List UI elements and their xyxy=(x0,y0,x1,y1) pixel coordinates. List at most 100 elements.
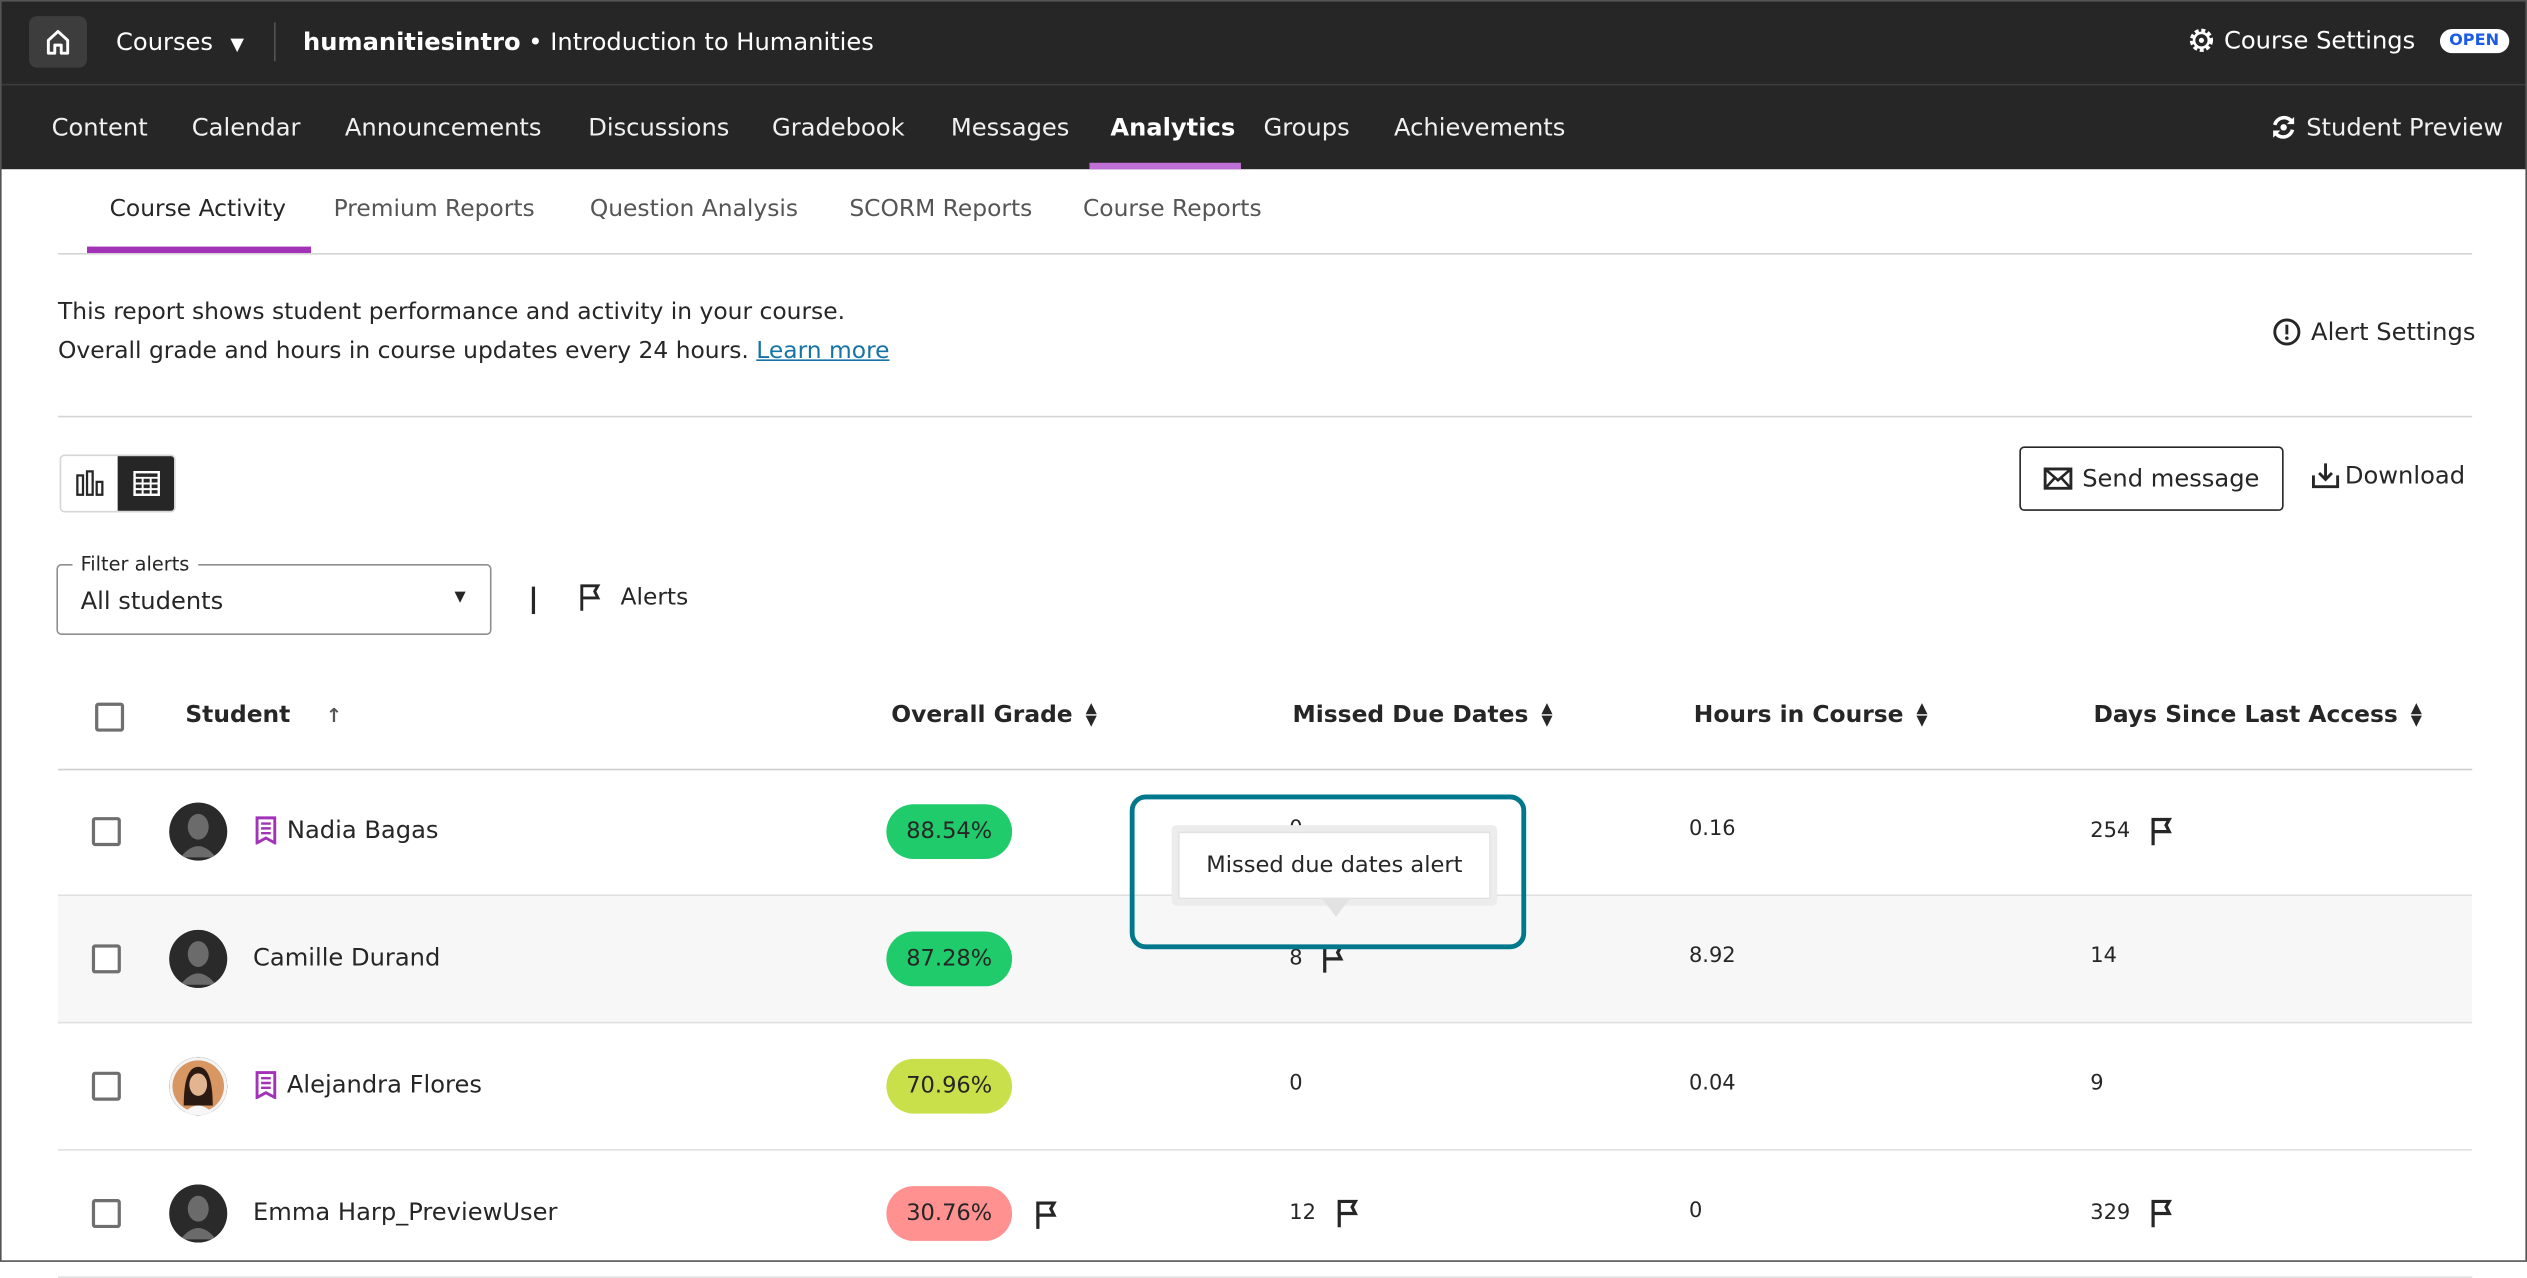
student-name-link[interactable]: Alejandra Flores xyxy=(255,1070,482,1100)
student-name: Nadia Bagas xyxy=(286,815,439,845)
select-all-checkbox[interactable] xyxy=(95,702,125,732)
days-since-access-value: 14 xyxy=(2090,944,2117,969)
hours-in-course-value: 0.04 xyxy=(1688,1071,1736,1096)
tooltip-arrow xyxy=(1321,897,1351,918)
flag-icon xyxy=(2151,817,2172,846)
column-header-hours-in-course[interactable]: Hours in Course ▲ ▼ xyxy=(1693,701,1928,731)
flag-icon xyxy=(1036,1200,1057,1229)
nav-announcements[interactable]: Announcements xyxy=(344,112,542,142)
course-title: humanitiesintro • Introduction to Humani… xyxy=(303,27,874,56)
student-preview-button[interactable]: Student Preview xyxy=(2269,113,2503,142)
avatar xyxy=(169,1057,228,1116)
top-bar: Courses ▼ humanitiesintro • Introduction… xyxy=(0,0,2527,86)
student-name-link[interactable]: Camille Durand xyxy=(253,943,440,972)
sort-icon: ▲ ▼ xyxy=(2410,701,2422,731)
hours-in-course-value: 0 xyxy=(1688,1199,1703,1224)
filter-alerts-select[interactable]: Filter alerts All students ▼ xyxy=(56,552,492,635)
home-button[interactable] xyxy=(29,16,88,68)
column-header-missed-due-dates[interactable]: Missed Due Dates ▲ ▼ xyxy=(1292,701,1553,731)
course-settings-button[interactable]: Course Settings OPEN xyxy=(2187,26,2509,55)
learn-more-link[interactable]: Learn more xyxy=(756,338,890,365)
row-checkbox[interactable] xyxy=(91,1199,121,1229)
hours-in-course-value: 0.16 xyxy=(1688,817,1736,842)
row-checkbox[interactable] xyxy=(91,817,121,847)
column-label: Missed Due Dates xyxy=(1292,702,1529,729)
table-view-button[interactable] xyxy=(117,456,175,511)
flag-icon xyxy=(1323,945,1345,973)
avatar xyxy=(169,929,228,988)
envelope-icon xyxy=(2043,467,2073,490)
accommodation-badge-icon xyxy=(255,816,277,845)
course-id: humanitiesintro xyxy=(302,27,521,57)
course-nav: Content Calendar Announcements Discussio… xyxy=(0,85,2527,170)
status-badge: OPEN xyxy=(2439,28,2509,53)
focus-ring xyxy=(1129,794,1527,950)
download-button[interactable]: Download xyxy=(2311,461,2465,490)
tab-premium-reports[interactable]: Premium Reports xyxy=(333,196,535,223)
filter-alerts-value: All students xyxy=(80,586,224,616)
report-description: This report shows student performance an… xyxy=(58,299,846,326)
tab-course-activity[interactable]: Course Activity xyxy=(109,196,287,223)
flag-icon xyxy=(2151,1199,2172,1228)
column-header-student[interactable]: Student ↑ xyxy=(185,703,342,729)
tab-scorm-reports[interactable]: SCORM Reports xyxy=(849,196,1033,223)
tooltip: Missed due dates alert xyxy=(1178,831,1491,900)
download-icon xyxy=(2312,463,2340,489)
grade-pill: 70.96% xyxy=(886,1058,1013,1114)
column-label: Hours in Course xyxy=(1693,702,1904,729)
hours-in-course-value: 8.92 xyxy=(1688,944,1736,969)
table-row xyxy=(58,896,2473,1024)
avatar xyxy=(169,1184,228,1243)
student-name-link[interactable]: Nadia Bagas xyxy=(255,815,439,845)
divider xyxy=(58,415,2473,418)
row-checkbox[interactable] xyxy=(91,1071,121,1101)
grade-pill: 88.54% xyxy=(886,804,1013,859)
alert-settings-label: Alert Settings xyxy=(2311,317,2476,347)
row-checkbox[interactable] xyxy=(91,944,121,974)
alerts-filter[interactable]: Alerts xyxy=(579,583,688,612)
days-since-access-cell: 9 xyxy=(2090,1072,2103,1096)
divider xyxy=(273,22,276,62)
missed-due-dates-cell: 12 xyxy=(1289,1199,1358,1228)
student-name-link[interactable]: Emma Harp_PreviewUser xyxy=(253,1197,557,1226)
divider xyxy=(531,586,536,615)
chart-view-button[interactable] xyxy=(61,456,117,511)
nav-content[interactable]: Content xyxy=(51,112,148,142)
nav-gradebook[interactable]: Gradebook xyxy=(771,112,905,142)
nav-calendar[interactable]: Calendar xyxy=(191,112,301,142)
course-settings-label: Course Settings xyxy=(2224,25,2416,55)
tab-question-analysis[interactable]: Question Analysis xyxy=(589,196,799,223)
missed-due-dates-value: 0 xyxy=(1289,1071,1303,1096)
sort-icon: ▲ ▼ xyxy=(1916,701,1928,731)
days-since-access-value: 254 xyxy=(2090,819,2131,844)
table-icon xyxy=(132,470,160,496)
days-since-access-value: 329 xyxy=(2090,1201,2131,1226)
sort-icon: ▲ ▼ xyxy=(1541,701,1553,731)
nav-achievements[interactable]: Achievements xyxy=(1394,112,1566,142)
student-name: Alejandra Flores xyxy=(286,1070,482,1100)
grade-pill: 87.28% xyxy=(886,931,1013,987)
view-toggle xyxy=(59,454,176,513)
courses-menu[interactable]: Courses ▼ xyxy=(116,27,244,56)
accommodation-badge-icon xyxy=(255,1071,277,1100)
missed-due-dates-cell: 0 xyxy=(1289,1072,1302,1096)
nav-analytics[interactable]: Analytics xyxy=(1110,112,1236,142)
tab-course-reports[interactable]: Course Reports xyxy=(1082,196,1262,223)
nav-discussions[interactable]: Discussions xyxy=(588,112,730,142)
days-since-access-cell: 14 xyxy=(2090,944,2117,968)
column-label: Student xyxy=(185,702,291,729)
gear-icon xyxy=(2189,28,2214,52)
nav-groups[interactable]: Groups xyxy=(1263,112,1350,142)
student-name: Camille Durand xyxy=(253,942,441,972)
nav-messages[interactable]: Messages xyxy=(950,112,1070,142)
avatar xyxy=(169,802,228,861)
column-header-overall-grade[interactable]: Overall Grade ▲ ▼ xyxy=(891,702,1097,729)
sort-ascending-icon: ↑ xyxy=(325,704,343,727)
send-message-button[interactable]: Send message xyxy=(2019,446,2284,511)
active-nav-indicator xyxy=(1089,162,1241,170)
alert-circle-icon xyxy=(2273,318,2301,346)
missed-due-dates-value: 12 xyxy=(1289,1201,1316,1226)
column-header-days-since-last-access[interactable]: Days Since Last Access ▲ ▼ xyxy=(2093,701,2422,731)
divider xyxy=(58,768,2473,771)
alert-settings-button[interactable]: Alert Settings xyxy=(2272,317,2475,346)
